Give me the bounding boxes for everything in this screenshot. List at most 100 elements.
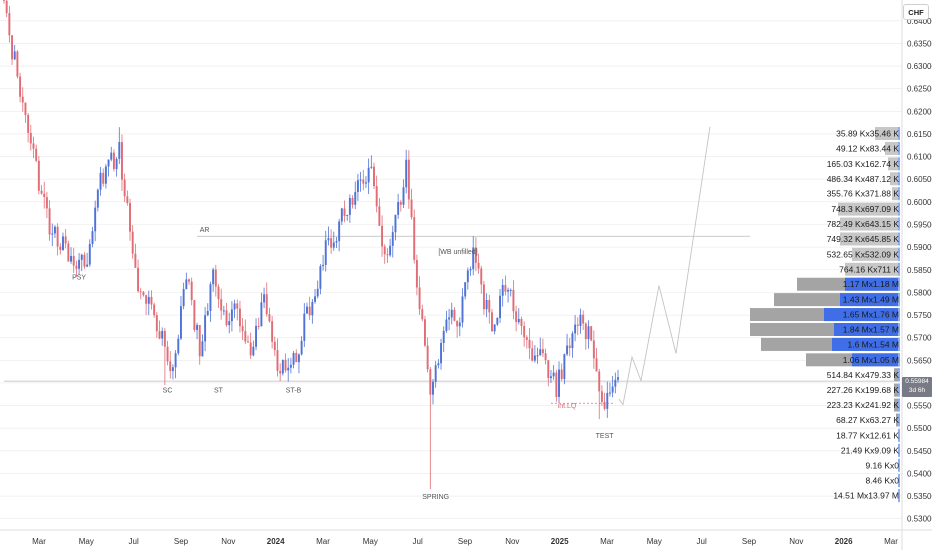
candle-body: [271, 321, 274, 342]
vp-row-label: 18.77 Kx12.61 K: [836, 430, 899, 440]
candle-body: [129, 203, 131, 232]
vp-edge-bar: [898, 398, 900, 412]
candle-body: [340, 208, 343, 222]
candle-body: [19, 76, 22, 97]
candle-body: [78, 259, 81, 269]
projection-line: [618, 126, 711, 406]
annotation-label: SPRING: [422, 494, 449, 501]
candle-body: [517, 318, 520, 323]
candle-body: [29, 132, 32, 144]
vp-light-bar: [852, 247, 900, 261]
vp-edge-bar: [898, 157, 900, 171]
candle-body: [458, 322, 461, 327]
vp-row-label: 1.17 Mx1.18 M: [843, 279, 899, 289]
candle-body: [614, 379, 617, 387]
candle-body: [426, 345, 429, 370]
candle-body: [257, 325, 260, 327]
candle-body: [611, 386, 614, 393]
vp-row-label: 1.84 Mx1.57 M: [843, 324, 899, 334]
candle-body: [389, 245, 392, 256]
vp-main-bar: [834, 322, 900, 336]
candle-body: [45, 197, 48, 209]
candle-body: [3, 0, 5, 1]
vp-row-label: 782.49 Kx643.15 K: [827, 219, 900, 229]
vp-row-label: 35.89 Kx35.46 K: [836, 129, 899, 139]
candle-body: [606, 392, 609, 409]
candle-body: [595, 358, 598, 372]
vp-edge-bar: [898, 202, 900, 216]
candle-body: [324, 240, 327, 265]
candle-body: [177, 338, 180, 354]
candle-body: [209, 284, 212, 311]
candle-body: [491, 312, 493, 332]
candle-body: [214, 269, 217, 287]
vp-row-label: 227.26 Kx199.68 K: [827, 385, 900, 395]
candle-body: [121, 142, 123, 180]
candle-body: [402, 187, 405, 205]
time-tick-label: Sep: [458, 537, 473, 546]
candle-body: [375, 186, 378, 207]
vp-edge-bar: [898, 277, 900, 291]
candle-body: [263, 294, 266, 303]
candle-body: [311, 301, 314, 316]
candle-body: [64, 236, 67, 244]
candle-body: [523, 325, 526, 338]
candle-body: [488, 300, 491, 313]
candle-body: [587, 326, 590, 340]
candle-body: [70, 255, 72, 262]
candle-body: [260, 302, 263, 327]
candle-body: [292, 352, 295, 365]
candle-body: [24, 102, 27, 116]
candle-body: [332, 242, 335, 248]
price-tick-label: 0.53000: [907, 515, 932, 524]
currency-label[interactable]: CHF: [903, 4, 929, 20]
vp-edge-bar: [898, 368, 900, 382]
candle-body: [222, 310, 225, 312]
vp-row-label: 1.6 Mx1.54 M: [848, 339, 900, 349]
annotation-label: PSY: [72, 275, 86, 282]
time-tick-label: 2025: [551, 537, 569, 546]
candle-body: [485, 300, 488, 310]
vp-row-label: 514.84 Kx479.33 K: [827, 370, 900, 380]
time-axis[interactable]: Mar May Jul Sep Nov 2024 Mar May Jul Sep Nov 2025 Ma…: [32, 537, 898, 546]
candle-body: [273, 341, 276, 351]
candle-body: [464, 282, 467, 297]
time-tick-label: Mar: [316, 537, 330, 546]
vp-row-label: 749.32 Kx645.85 K: [827, 234, 900, 244]
candle-body: [295, 352, 298, 363]
candle-body: [16, 51, 19, 77]
vp-edge-bar: [898, 428, 900, 442]
candle-body: [346, 214, 349, 216]
candle-body: [96, 189, 99, 208]
candle-body: [525, 337, 528, 340]
candle-body: [584, 323, 587, 340]
candle-body: [442, 330, 445, 343]
candle-body: [343, 208, 346, 216]
candle-body: [600, 391, 603, 402]
vp-row-label: 355.76 Kx371.88 K: [827, 189, 900, 199]
vp-row-label: 9.16 Kx0: [865, 460, 899, 470]
volume-profile: 35.89 Kx35.46 K 49.12 Kx83.44 K 165.03 Kx1…: [750, 127, 900, 503]
candle-body: [370, 166, 373, 168]
candle-body: [512, 289, 515, 312]
annotation-label: SC: [163, 387, 173, 394]
candle-body: [423, 319, 426, 346]
candle-body: [8, 13, 11, 36]
candle-body: [466, 270, 469, 283]
candle-body: [327, 238, 330, 241]
vp-edge-bar: [898, 232, 900, 246]
candle-body: [217, 286, 220, 300]
candle-body: [501, 285, 504, 296]
vp-main-bar: [852, 353, 900, 367]
vp-light-bar: [892, 187, 900, 201]
vp-edge-bar: [898, 187, 900, 201]
candle-body: [354, 192, 357, 205]
candle-body: [531, 348, 534, 361]
candle-body: [407, 159, 410, 200]
